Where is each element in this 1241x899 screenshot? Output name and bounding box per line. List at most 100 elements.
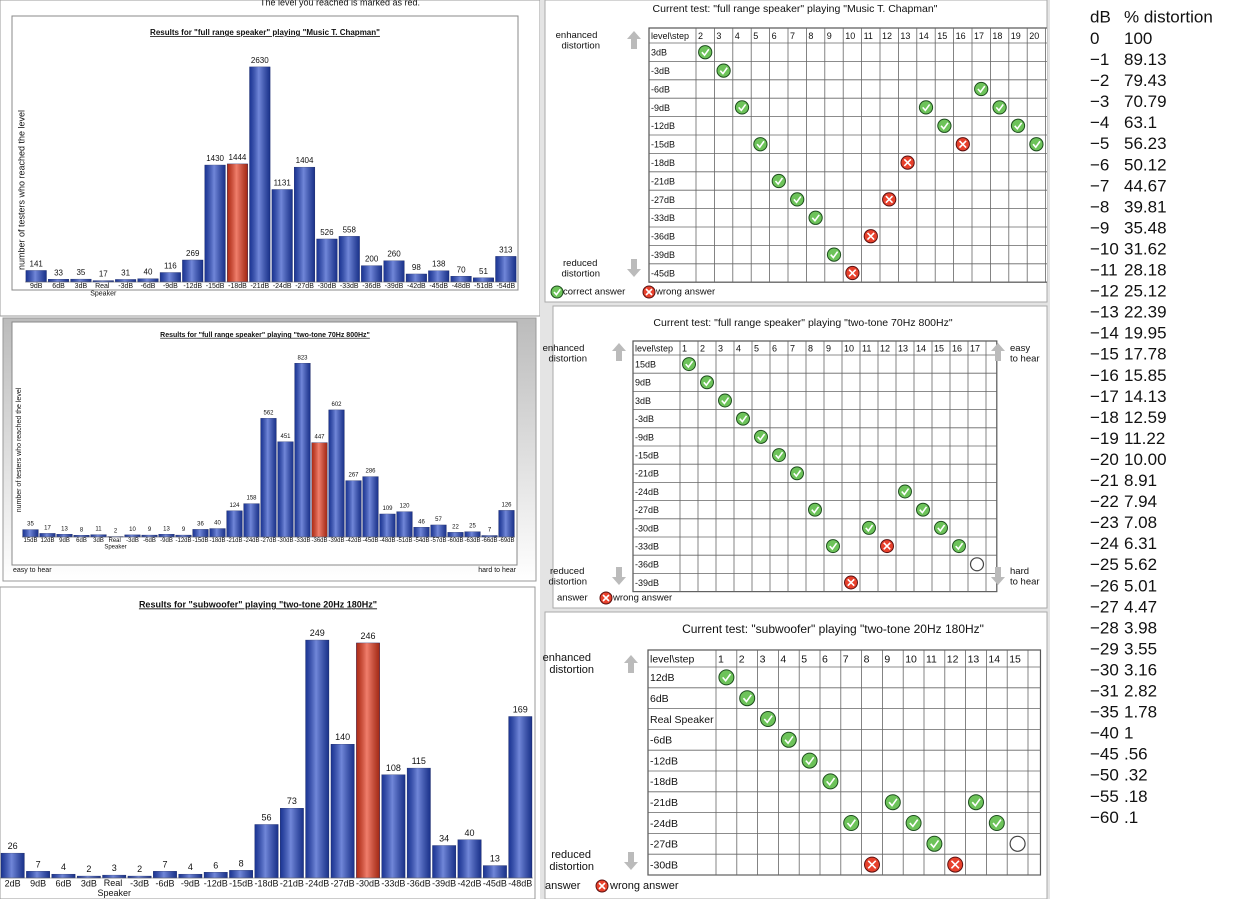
- bar-shine: [249, 66, 271, 283]
- bar-shine: [294, 167, 315, 282]
- value-label: 141: [30, 259, 44, 268]
- bar-shine: [316, 238, 338, 282]
- x-tick-label: 15dB: [23, 538, 37, 544]
- icon-cross: [903, 158, 912, 167]
- bar-shine: [430, 524, 447, 537]
- icon-check: [1014, 122, 1023, 131]
- answer-icon: [843, 815, 860, 831]
- icon-circle: [918, 100, 934, 115]
- step-label: 5: [801, 653, 807, 665]
- value-label: 2: [86, 864, 91, 874]
- level-label: -9dB: [635, 432, 654, 442]
- x-tick-label: -3dB: [130, 878, 149, 888]
- answer-icon: [918, 100, 934, 115]
- value-label: 267: [348, 473, 359, 479]
- table-cell: −5: [1090, 134, 1109, 153]
- table-cell: −35: [1090, 703, 1119, 722]
- x-tick-label: -45dB: [429, 283, 448, 290]
- value-label: 2630: [251, 56, 269, 65]
- table-cell: −8: [1090, 197, 1109, 216]
- icon-circle: [734, 100, 750, 115]
- value-label: 56: [261, 812, 271, 822]
- answer-icon: [905, 815, 922, 831]
- bar-shine: [450, 276, 472, 282]
- level-label: -39dB: [651, 250, 675, 260]
- legend-label: wrong answer: [612, 593, 672, 604]
- level-label: -24dB: [650, 818, 678, 830]
- bar-shine: [124, 534, 141, 537]
- level-label: -18dB: [650, 776, 678, 788]
- table-cell: 25.12: [1124, 282, 1167, 301]
- value-label: 40: [214, 521, 221, 527]
- value-label: 249: [310, 628, 325, 638]
- bar-shine: [226, 510, 243, 537]
- value-label: 1430: [206, 154, 224, 163]
- bar-shine: [127, 876, 152, 878]
- level-label: 3dB: [651, 48, 667, 58]
- icon-circle: [760, 711, 776, 727]
- step-label: 16: [952, 343, 962, 353]
- icon-circle: [1010, 118, 1026, 133]
- icon-cross: [958, 140, 967, 149]
- step-label: 8: [808, 343, 813, 353]
- table-cell: −12: [1090, 282, 1119, 301]
- step-label: 8: [808, 31, 813, 41]
- bar-shine: [294, 363, 311, 537]
- bar-shine: [345, 480, 362, 537]
- icon-circle: [884, 794, 901, 811]
- side-label: enhanced distortion: [543, 652, 594, 676]
- icon-check: [784, 735, 794, 745]
- legend-label: wrong answer: [655, 287, 715, 298]
- bar-shine: [361, 265, 382, 282]
- value-label: 40: [144, 268, 153, 277]
- bar-shine: [260, 418, 277, 537]
- table-cell: 50.12: [1124, 155, 1167, 174]
- value-label: 34: [439, 834, 449, 844]
- answer-icon: [863, 229, 878, 244]
- step-label: 14: [919, 31, 929, 41]
- answer-icon: [826, 247, 842, 262]
- x-tick-label: -45dB: [483, 878, 507, 888]
- value-label: 115: [412, 756, 426, 766]
- icon-cross: [602, 594, 610, 602]
- icon-circle: [843, 815, 860, 831]
- table-cell: .32: [1124, 766, 1148, 785]
- icon-check: [739, 415, 748, 423]
- table-cell: −27: [1090, 597, 1119, 616]
- x-tick-label: -36dB: [407, 878, 431, 888]
- table-cell: −21: [1090, 471, 1119, 490]
- icon-check: [1032, 140, 1041, 149]
- value-label: 40: [465, 828, 475, 838]
- value-label: 9: [148, 527, 152, 533]
- table-cell: −11: [1090, 261, 1118, 280]
- icon-cross: [867, 860, 877, 869]
- level-label: 9dB: [635, 378, 651, 388]
- icon-circle: [808, 210, 823, 225]
- value-label: 2: [114, 529, 118, 535]
- bar-shine: [381, 774, 406, 878]
- x-tick-label: -60dB: [447, 538, 463, 544]
- bar-shine: [102, 875, 126, 878]
- level-label: 12dB: [650, 672, 675, 684]
- step-label: 13: [900, 31, 910, 41]
- x-tick-label: -66dB: [481, 538, 497, 544]
- icon-circle: [780, 731, 797, 748]
- x-tick-label: -36dB: [362, 283, 381, 290]
- answer-icon: [826, 539, 840, 554]
- bar-shine: [48, 279, 69, 282]
- icon-circle: [754, 429, 768, 444]
- chart-title: Results for "full range speaker" playing…: [150, 28, 380, 37]
- table-cell: −31: [1090, 682, 1119, 701]
- icon-circle: [700, 375, 714, 390]
- table-cell: 5.62: [1124, 555, 1157, 574]
- level-label: -21dB: [635, 469, 659, 479]
- answer-icon: [937, 118, 952, 133]
- value-label: 558: [343, 225, 357, 234]
- level-label: -3dB: [635, 414, 654, 424]
- bar-shine: [432, 845, 456, 878]
- step-label: 3: [716, 31, 721, 41]
- icon-circle: [926, 835, 943, 852]
- answer-icon: [1010, 118, 1026, 133]
- value-label: 269: [186, 249, 200, 258]
- icon-circle: [716, 63, 731, 78]
